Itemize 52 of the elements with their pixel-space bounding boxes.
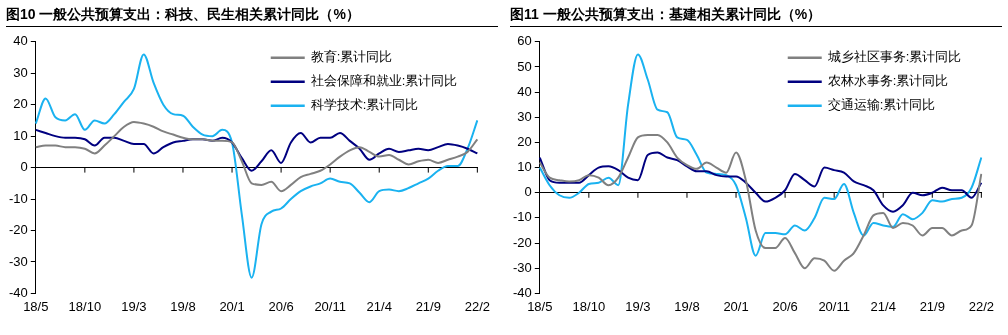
y-tick-label: 60 bbox=[517, 33, 532, 49]
x-tick-label: 21/4 bbox=[366, 298, 392, 314]
x-tick-label: 19/8 bbox=[674, 298, 700, 314]
x-tick-label: 19/3 bbox=[121, 298, 147, 314]
x-tick-label: 20/6 bbox=[268, 298, 294, 314]
line-series bbox=[34, 128, 479, 172]
x-tick-label: 20/1 bbox=[723, 298, 749, 314]
y-tick-label: 0 bbox=[524, 184, 532, 200]
y-tick-label: 10 bbox=[13, 127, 28, 143]
y-tick-label: -30 bbox=[512, 259, 532, 275]
x-tick-label: 21/9 bbox=[919, 298, 945, 314]
legend-label: 交通运输:累计同比 bbox=[827, 97, 936, 113]
x-tick-label: 21/9 bbox=[415, 298, 441, 314]
y-tick-label: -10 bbox=[512, 209, 532, 225]
y-tick-label: -10 bbox=[8, 190, 28, 206]
legend-label: 教育:累计同比 bbox=[310, 49, 393, 65]
y-tick-label: -40 bbox=[8, 284, 28, 300]
line-series bbox=[34, 121, 479, 193]
x-tick-label: 18/10 bbox=[572, 298, 606, 314]
x-tick-label: 18/5 bbox=[23, 298, 49, 314]
x-tick-label: 18/10 bbox=[68, 298, 102, 314]
y-tick-label: 20 bbox=[13, 96, 28, 112]
y-tick-label: 30 bbox=[13, 64, 28, 80]
x-tick-label: 19/3 bbox=[625, 298, 651, 314]
line-series bbox=[538, 151, 983, 213]
legend-label: 科学技术:累计同比 bbox=[310, 97, 419, 113]
y-tick-label: -20 bbox=[8, 222, 28, 238]
x-tick-label: 20/1 bbox=[219, 298, 245, 314]
y-tick-label: -20 bbox=[512, 234, 532, 250]
legend-label: 社会保障和就业:累计同比 bbox=[310, 73, 458, 89]
x-tick-label: 20/6 bbox=[772, 298, 798, 314]
y-tick-label: 10 bbox=[517, 159, 532, 175]
x-tick-label: 22/2 bbox=[464, 298, 491, 314]
chart-title: 图10 一般公共预算支出：科技、民生相关累计同比（%） bbox=[6, 0, 498, 27]
chart-title: 图11 一般公共预算支出：基建相关累计同比（%） bbox=[510, 0, 1002, 27]
y-tick-label: -40 bbox=[512, 284, 532, 300]
legend-label: 农林水事务:累计同比 bbox=[827, 73, 949, 89]
y-tick-label: 40 bbox=[517, 83, 532, 99]
line-series bbox=[538, 133, 983, 272]
x-tick-label: 22/2 bbox=[968, 298, 995, 314]
x-tick-label: 20/11 bbox=[818, 298, 850, 314]
y-tick-label: 40 bbox=[13, 33, 28, 49]
y-tick-label: 50 bbox=[517, 58, 532, 74]
y-tick-label: -30 bbox=[8, 253, 28, 269]
x-tick-label: 20/11 bbox=[314, 298, 346, 314]
y-tick-label: 30 bbox=[517, 108, 532, 124]
x-tick-label: 18/5 bbox=[527, 298, 553, 314]
legend-label: 城乡社区事务:累计同比 bbox=[826, 49, 962, 65]
y-tick-label: 20 bbox=[517, 134, 532, 150]
y-tick-label: 0 bbox=[20, 159, 28, 175]
x-tick-label: 21/4 bbox=[870, 298, 896, 314]
x-tick-label: 19/8 bbox=[170, 298, 196, 314]
